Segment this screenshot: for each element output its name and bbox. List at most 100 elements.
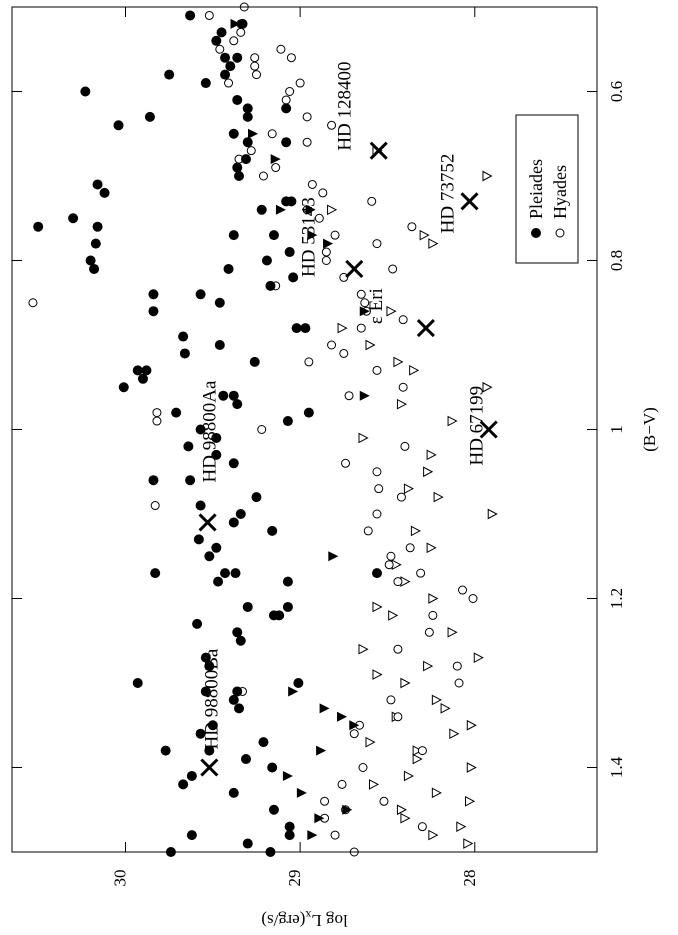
data-point-filled-circle — [284, 830, 295, 841]
data-point-open-circle — [339, 348, 349, 358]
data-point-filled-triangle — [307, 830, 318, 841]
data-point-open-circle — [424, 627, 434, 637]
data-point-filled-circle — [90, 238, 101, 249]
data-point-open-circle — [349, 729, 359, 739]
data-point-open-circle — [152, 416, 162, 426]
data-point-open-triangle — [400, 812, 411, 824]
data-point-open-circle — [302, 112, 312, 122]
data-point-filled-circle — [281, 103, 292, 114]
star-label: HD 73752 — [438, 154, 459, 234]
data-point-open-triangle — [337, 322, 348, 334]
data-point-open-triangle — [428, 593, 439, 604]
data-point-filled-circle — [195, 289, 206, 300]
data-point-filled-circle — [211, 542, 222, 553]
x-tick-label: 1.4 — [607, 756, 626, 778]
data-point-filled-circle — [171, 407, 182, 418]
data-point-filled-circle — [230, 568, 241, 579]
data-point-filled-triangle — [342, 804, 353, 815]
star-label: ε Eri — [366, 288, 387, 324]
data-point-open-circle — [372, 509, 382, 519]
data-point-filled-circle — [268, 804, 279, 815]
data-point-cross — [460, 192, 479, 211]
ticks-layer: 0.6 0.8 1 1.2 1.4 28 29 30 — [12, 7, 626, 887]
data-point-filled-circle — [228, 458, 239, 469]
data-point-filled-circle — [200, 686, 211, 697]
data-point-open-triangle — [358, 432, 369, 444]
data-point-open-circle — [386, 695, 396, 705]
data-point-open-circle — [321, 247, 331, 257]
data-point-filled-circle — [234, 703, 245, 714]
data-point-open-circle — [407, 222, 417, 232]
data-point-filled-circle — [261, 255, 272, 266]
data-point-open-circle — [386, 551, 396, 561]
data-point-open-triangle — [396, 398, 407, 410]
data-point-open-circle — [358, 763, 368, 772]
data-point-open-triangle — [327, 204, 338, 216]
data-point-filled-circle — [281, 196, 292, 207]
data-point-open-circle — [271, 163, 281, 173]
data-point-filled-circle — [232, 686, 243, 697]
data-point-filled-circle — [148, 475, 159, 486]
data-point-filled-circle — [218, 390, 229, 401]
data-point-open-circle — [251, 70, 261, 80]
data-point-filled-circle — [303, 407, 314, 418]
legend-marker — [531, 228, 541, 238]
data-point-filled-circle — [186, 830, 197, 841]
data-point-open-circle — [379, 796, 389, 806]
data-point-filled-circle — [185, 475, 196, 486]
data-point-filled-circle — [242, 137, 253, 148]
data-point-open-triangle — [428, 829, 439, 841]
star-label: HD 98800Aa — [200, 380, 221, 482]
data-point-open-circle — [285, 87, 295, 96]
data-point-open-triangle — [372, 601, 383, 613]
legend-label: Hyades — [550, 165, 570, 219]
y-axis-label-main: log L — [311, 911, 347, 930]
data-point-filled-triangle — [270, 154, 281, 165]
data-point-open-circle — [320, 796, 330, 806]
data-point-filled-circle — [228, 390, 239, 401]
data-point-filled-circle — [195, 728, 206, 739]
data-point-filled-triangle — [296, 787, 307, 798]
data-point-open-triangle — [433, 491, 444, 503]
legend-label: Pleiades — [526, 159, 546, 219]
data-point-filled-circle — [178, 779, 189, 790]
data-point-filled-circle — [268, 610, 279, 621]
data-point-filled-circle — [80, 86, 91, 97]
data-point-filled-triangle — [305, 204, 316, 215]
data-point-open-triangle — [368, 779, 380, 790]
y-tick-label: 29 — [285, 870, 304, 887]
y-axis-label: log Lx(erg/s) — [261, 908, 347, 930]
data-point-filled-circle — [300, 323, 311, 334]
data-point-filled-circle — [235, 509, 246, 519]
legend: Pleiades Hyades — [515, 114, 579, 264]
data-point-filled-circle — [371, 568, 382, 579]
data-point-filled-circle — [68, 213, 79, 224]
data-point-filled-circle — [220, 52, 231, 63]
data-point-open-triangle — [393, 356, 404, 368]
data-point-filled-circle — [204, 661, 215, 672]
data-point-open-circle — [236, 27, 246, 37]
data-point-filled-circle — [213, 576, 224, 587]
data-point-filled-circle — [241, 754, 251, 765]
data-point-open-circle — [302, 137, 312, 147]
data-point-filled-circle — [242, 103, 253, 114]
data-point-filled-circle — [223, 263, 234, 274]
data-point-cross — [369, 141, 388, 160]
data-point-filled-circle — [232, 399, 243, 410]
data-point-open-triangle — [419, 229, 430, 241]
data-point-open-circle — [215, 44, 225, 54]
data-point-open-circle — [307, 179, 317, 189]
data-point-filled-circle — [228, 694, 239, 705]
data-point-filled-circle — [225, 61, 236, 72]
data-point-open-triangle — [482, 170, 493, 182]
data-point-filled-circle — [204, 551, 215, 562]
data-point-open-circle — [276, 44, 286, 54]
data-point-filled-circle — [132, 678, 143, 688]
data-point-open-circle — [281, 95, 291, 105]
data-point-open-circle — [258, 171, 268, 181]
data-point-open-circle — [229, 36, 239, 46]
data-point-filled-circle — [228, 230, 239, 241]
data-point-filled-circle — [235, 635, 246, 646]
data-point-filled-circle — [242, 601, 253, 612]
data-point-open-circle — [388, 264, 398, 274]
